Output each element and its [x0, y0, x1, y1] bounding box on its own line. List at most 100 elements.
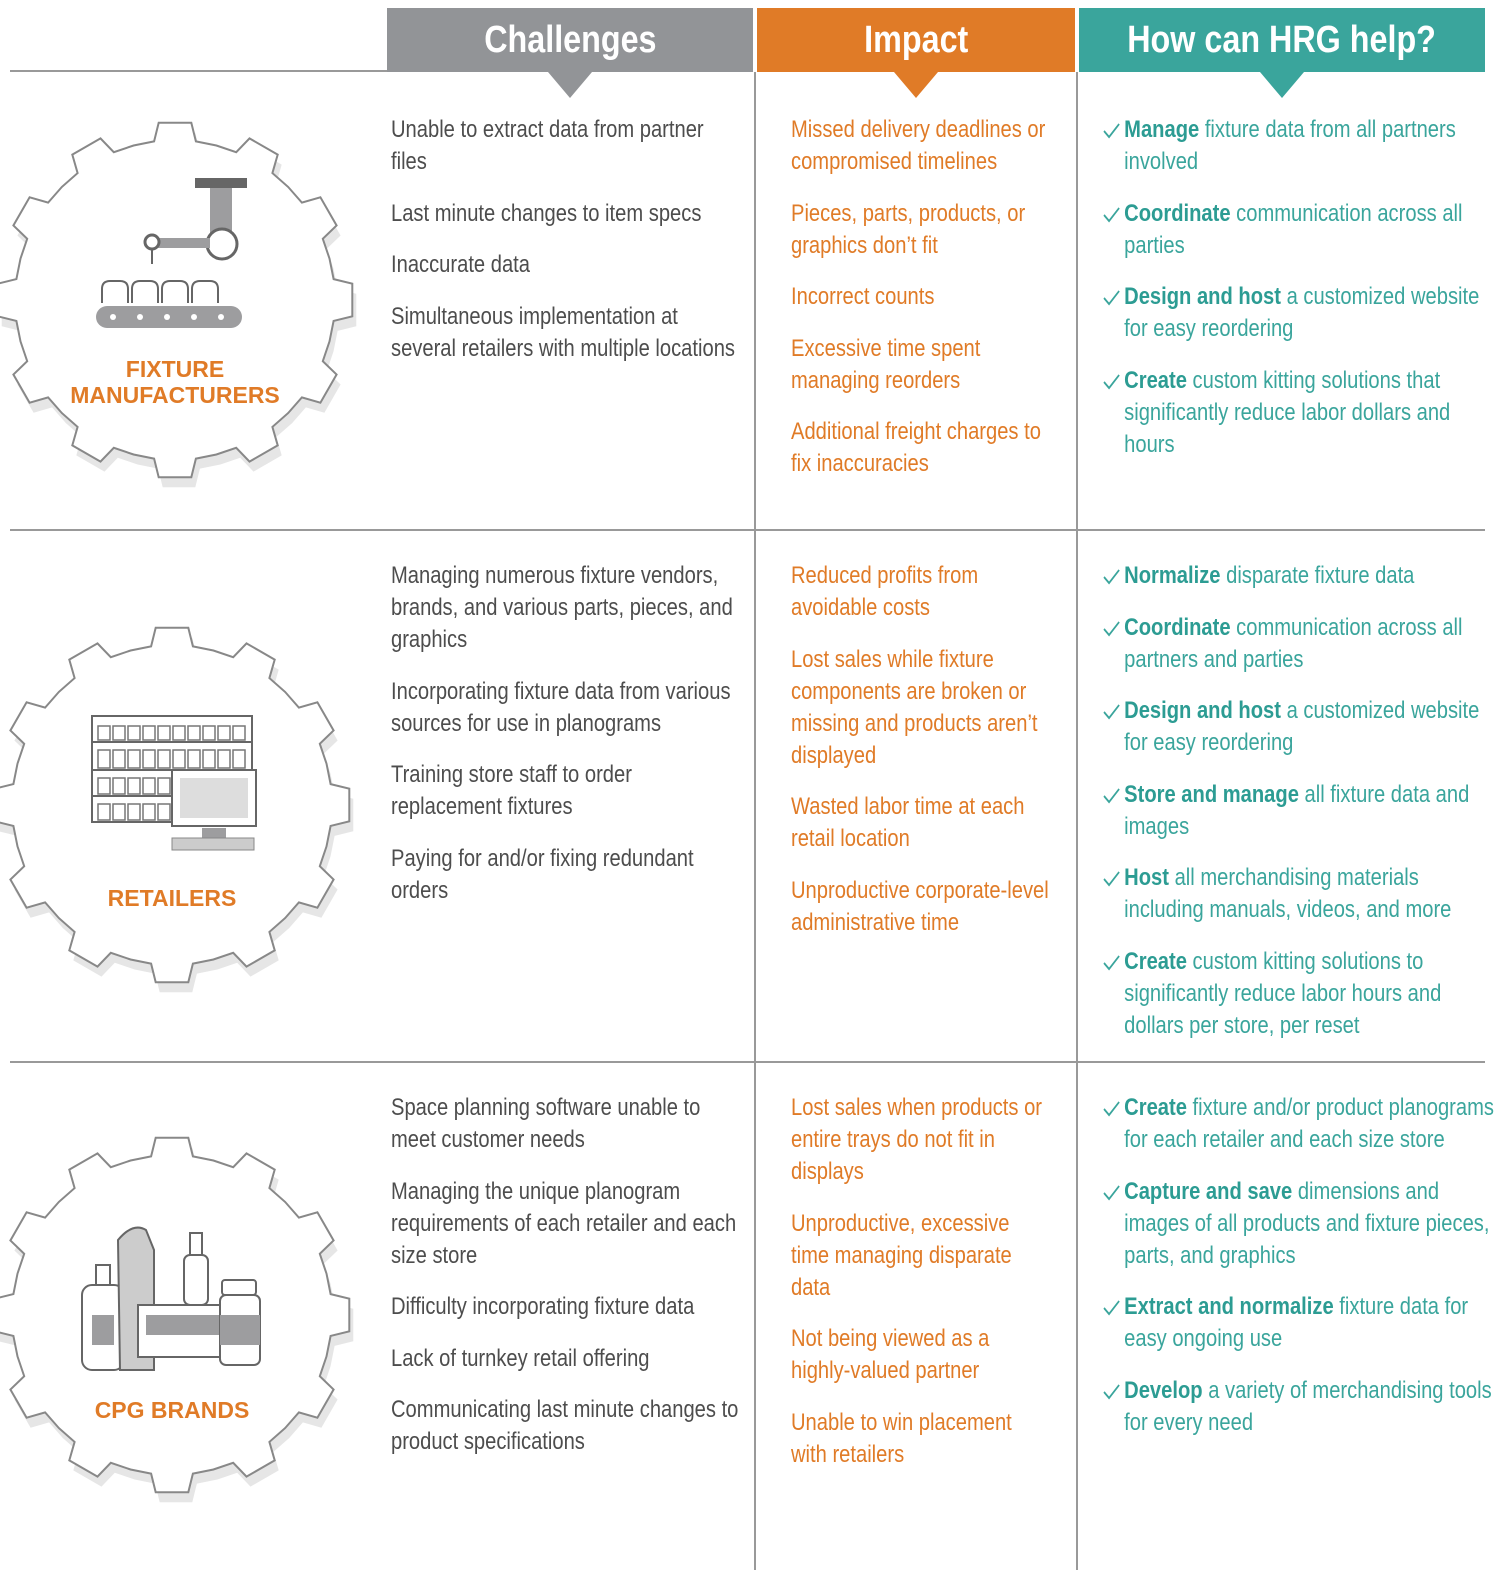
help-item: Host all merchandising materials includi… — [1103, 862, 1497, 926]
check-icon — [1103, 871, 1120, 887]
impact: Not being viewed as a highly-valued part… — [791, 1325, 990, 1384]
icon — [217, 749, 231, 769]
check — [1103, 1383, 1120, 1399]
check — [1103, 1101, 1120, 1117]
help-lead: Create — [1124, 1094, 1187, 1121]
row-label: CPG BRANDS — [94, 1397, 250, 1423]
check — [1103, 123, 1120, 139]
icon — [112, 803, 126, 821]
help-lead: Coordinate — [1124, 199, 1231, 227]
header-help: How can HRG help? — [1079, 8, 1485, 72]
help-item: Coordinate communication across all part… — [1103, 612, 1497, 676]
row-label: RETAILERS — [107, 885, 237, 911]
check-icon — [1103, 620, 1120, 636]
check-icon — [1103, 373, 1120, 389]
icon — [202, 749, 216, 769]
check — [1103, 1184, 1120, 1200]
icon — [97, 777, 111, 795]
check-icon — [1103, 1300, 1120, 1316]
icon — [157, 777, 171, 795]
icon — [191, 280, 219, 303]
help-item: Design and host a customized website for… — [1103, 281, 1497, 345]
challenge: Managing the unique planogram requiremen… — [391, 1177, 737, 1269]
help-lead: Extract and normalize — [1124, 1293, 1334, 1320]
check-icon — [1103, 1383, 1120, 1399]
help-text: all merchandising materials including ma… — [1124, 864, 1452, 923]
icon — [137, 314, 143, 320]
header-impact: Impact — [757, 8, 1075, 72]
check-icon — [1103, 1184, 1120, 1200]
icon — [220, 1315, 260, 1345]
icon — [92, 1315, 114, 1345]
challenge: Difficulty incorporating fixture data — [391, 1293, 695, 1320]
column: Reduced profits from avoidable costs Lost… — [791, 560, 1053, 958]
help-lead: Design and host — [1124, 697, 1281, 724]
icon — [187, 749, 201, 769]
help-lead: Develop — [1124, 1376, 1203, 1404]
help-item: Normalize disparate fixture data — [1103, 560, 1497, 592]
icon — [187, 725, 201, 741]
icon — [205, 227, 239, 261]
check-icon — [1103, 704, 1120, 720]
help-text: a customized website for easy reordering — [1124, 697, 1480, 756]
check — [1103, 373, 1120, 389]
header-challenges: Challenges — [387, 8, 753, 72]
check — [1103, 569, 1120, 585]
icon — [142, 803, 156, 821]
check-icon — [1103, 569, 1120, 585]
column: Managing numerous fixture vendors, brand… — [391, 560, 743, 926]
challenge: Communicating last minute changes to pro… — [391, 1396, 739, 1455]
icon — [202, 828, 226, 838]
icon — [127, 803, 141, 821]
help-item: Manage fixture data from all partners in… — [1103, 114, 1497, 178]
challenge: Lack of turnkey retail offering — [391, 1344, 650, 1372]
impact: Lost sales when products or entire trays… — [791, 1094, 1043, 1185]
impact: Unable to win placement with retailers — [791, 1408, 1012, 1468]
check-icon — [1103, 206, 1120, 222]
header-text: Challenges — [483, 18, 657, 61]
impact: Pieces, parts, products, or graphics don… — [791, 199, 1026, 259]
column: Manage fixture data from all partners in… — [1103, 114, 1497, 480]
impact: Wasted labor time at each retail locatio… — [791, 793, 1025, 852]
column: Normalize disparate fixture data Coordina… — [1103, 560, 1497, 1061]
icon — [112, 749, 126, 769]
icon — [189, 1232, 203, 1256]
help-lead: Host — [1124, 864, 1169, 891]
challenge: Incorporating fixture data from various … — [391, 677, 731, 737]
check-icon — [1103, 123, 1120, 139]
check — [1103, 206, 1120, 222]
icon — [232, 725, 246, 741]
check — [1103, 704, 1120, 720]
icon — [232, 749, 246, 769]
icon — [127, 749, 141, 769]
help-item: Create fixture and/or product planograms… — [1103, 1092, 1497, 1156]
icon — [157, 725, 171, 741]
icon — [97, 725, 111, 741]
challenge: Paying for and/or fixing redundant order… — [391, 844, 694, 904]
header-text: How can HRG help? — [1127, 18, 1437, 61]
icon — [112, 725, 126, 741]
help-lead: Normalize — [1124, 562, 1221, 589]
check — [1103, 620, 1120, 636]
help-lead: Create — [1124, 366, 1187, 394]
help-lead: Coordinate — [1124, 613, 1231, 641]
icon — [110, 314, 116, 320]
challenge: Managing numerous fixture vendors, brand… — [391, 562, 733, 653]
pointer — [894, 72, 938, 98]
icon — [142, 725, 156, 741]
challenge: Inaccurate data — [391, 251, 530, 278]
column: Create fixture and/or product planograms… — [1103, 1092, 1497, 1458]
icon — [97, 749, 111, 769]
icon — [195, 178, 247, 188]
check-icon — [1103, 1101, 1120, 1117]
check — [1103, 871, 1120, 887]
icon — [155, 238, 210, 248]
icon — [217, 725, 231, 741]
help-lead: Design and host — [1124, 283, 1281, 310]
check — [1103, 954, 1120, 970]
icon — [191, 314, 197, 320]
help-item: Store and manage all fixture data and im… — [1103, 779, 1497, 843]
icon — [112, 777, 126, 795]
help-text: custom kitting solutions that significan… — [1124, 366, 1451, 458]
icon — [180, 778, 248, 818]
